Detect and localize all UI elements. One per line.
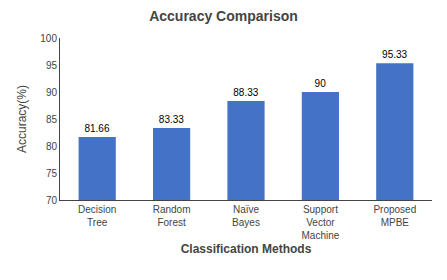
svg-text:NaïveBayes: NaïveBayes xyxy=(232,204,260,228)
svg-text:Accuracy(%): Accuracy(%) xyxy=(15,85,29,153)
svg-text:95.33: 95.33 xyxy=(382,49,407,60)
svg-text:90: 90 xyxy=(315,78,327,89)
svg-text:88.33: 88.33 xyxy=(233,87,258,98)
svg-text:75: 75 xyxy=(46,168,58,179)
svg-text:DecisionTree: DecisionTree xyxy=(78,204,116,228)
svg-text:80: 80 xyxy=(46,141,58,152)
svg-text:RandomForest: RandomForest xyxy=(153,204,191,228)
svg-text:SupportVectorMachine: SupportVectorMachine xyxy=(301,204,339,241)
svg-text:81.66: 81.66 xyxy=(84,123,109,134)
svg-text:ProposedMPBE: ProposedMPBE xyxy=(373,204,416,228)
svg-text:100: 100 xyxy=(40,33,57,44)
svg-text:70: 70 xyxy=(46,195,58,206)
svg-text:Classification Methods: Classification Methods xyxy=(181,242,312,256)
svg-text:Accuracy Comparison: Accuracy Comparison xyxy=(149,8,298,24)
svg-text:85: 85 xyxy=(46,114,58,125)
svg-text:90: 90 xyxy=(46,87,58,98)
svg-text:83.33: 83.33 xyxy=(159,114,184,125)
svg-text:95: 95 xyxy=(46,60,58,71)
